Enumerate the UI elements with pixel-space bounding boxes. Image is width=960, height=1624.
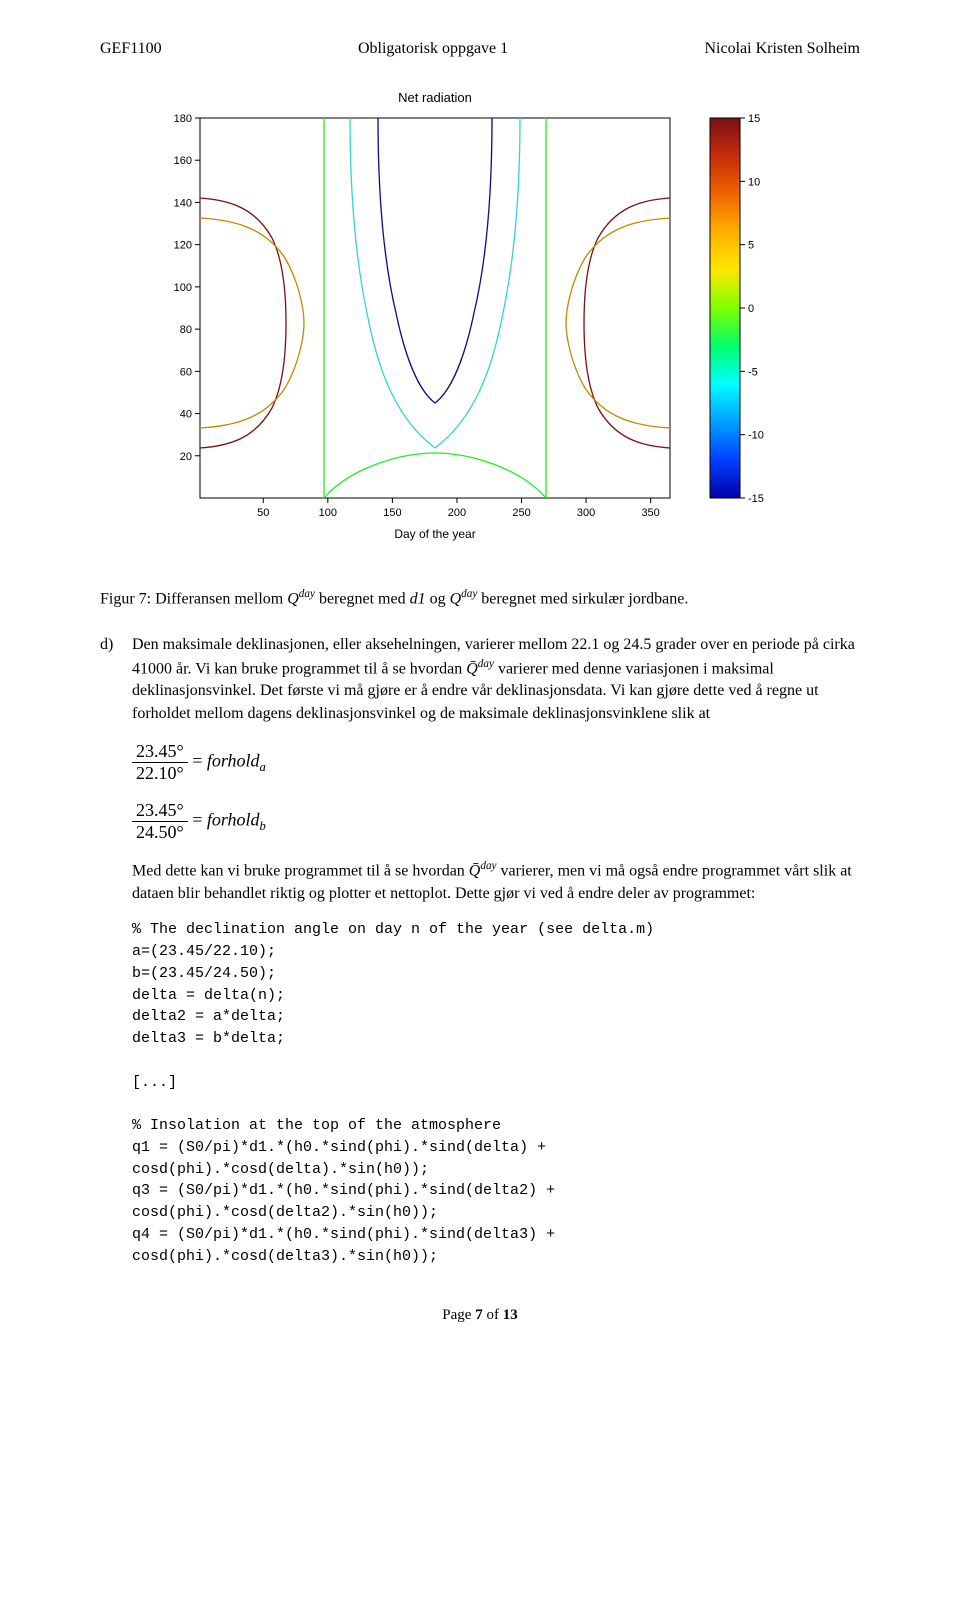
svg-text:-5: -5 [748,366,758,378]
svg-text:60: 60 [180,366,192,378]
q-symbol: Q [287,590,299,607]
qbar-symbol: Q̄ [469,863,481,880]
header-left: GEF1100 [100,40,162,58]
svg-text:120: 120 [174,240,192,252]
svg-text:100: 100 [174,282,192,294]
formula-a: 23.45° 22.10° = forholda [132,741,860,784]
svg-text:300: 300 [577,507,595,519]
equals: = [192,810,207,830]
caption-text: beregnet med sirkulær jordbane. [477,590,688,607]
footer-text: of [483,1307,503,1323]
svg-text:80: 80 [180,324,192,336]
figure-caption: Figur 7: Differansen mellom Qday beregne… [100,588,860,608]
section-content: Den maksimale deklinasjonen, eller akseh… [132,634,860,725]
svg-text:250: 250 [512,507,530,519]
forhold: forhold [207,810,260,830]
svg-text:140: 140 [174,197,192,209]
svg-text:180: 180 [174,113,192,125]
svg-text:15: 15 [748,113,760,125]
para-2: Med dette kan vi bruke programmet til å … [132,859,860,905]
q-symbol: Q [450,590,462,607]
svg-text:10: 10 [748,176,760,188]
fraction-num: 23.45° [132,741,188,763]
svg-text:160: 160 [174,155,192,167]
chart-svg: Net radiationDay of the year501001502002… [170,88,790,558]
page-footer: Page 7 of 13 [100,1307,860,1324]
net-radiation-chart: Net radiationDay of the year501001502002… [170,88,790,558]
svg-text:Day of the year: Day of the year [394,527,475,541]
fraction-den: 22.10° [132,763,188,784]
qbar-symbol: Q̄ [466,660,478,677]
caption-text: og [426,590,450,607]
code-block: % The declination angle on day n of the … [132,919,860,1267]
svg-text:150: 150 [383,507,401,519]
svg-text:40: 40 [180,409,192,421]
page-total: 13 [503,1307,518,1323]
forhold-sub: a [260,760,266,774]
formula-b: 23.45° 24.50° = forholdb [132,800,860,843]
qbar-sup: day [478,658,494,670]
svg-text:50: 50 [257,507,269,519]
caption-text: beregnet med [315,590,410,607]
section-d: d) Den maksimale deklinasjonen, eller ak… [100,634,860,725]
svg-text:5: 5 [748,240,754,252]
svg-text:20: 20 [180,451,192,463]
svg-text:Net radiation: Net radiation [398,90,472,105]
d1-symbol: d1 [410,590,426,607]
section-letter: d) [100,634,132,725]
svg-text:0: 0 [748,303,754,315]
header-right: Nicolai Kristen Solheim [704,40,860,58]
page-number: 7 [475,1307,483,1323]
q-sup: day [461,588,477,600]
svg-text:350: 350 [641,507,659,519]
header-center: Obligatorisk oppgave 1 [358,40,508,58]
qbar-sup: day [480,860,496,872]
fraction-den: 24.50° [132,822,188,843]
svg-text:-10: -10 [748,430,764,442]
page: GEF1100 Obligatorisk oppgave 1 Nicolai K… [0,0,960,1344]
q-sup: day [299,588,315,600]
forhold: forhold [207,751,260,771]
forhold-sub: b [260,819,266,833]
page-header: GEF1100 Obligatorisk oppgave 1 Nicolai K… [100,40,860,58]
svg-text:100: 100 [319,507,337,519]
caption-text: Figur 7: Differansen mellom [100,590,287,607]
equals: = [192,751,207,771]
footer-text: Page [442,1307,475,1323]
para-text: Med dette kan vi bruke programmet til å … [132,863,469,880]
svg-text:200: 200 [448,507,466,519]
svg-text:-15: -15 [748,493,764,505]
fraction-num: 23.45° [132,800,188,822]
fraction: 23.45° 24.50° [132,800,188,843]
fraction: 23.45° 22.10° [132,741,188,784]
